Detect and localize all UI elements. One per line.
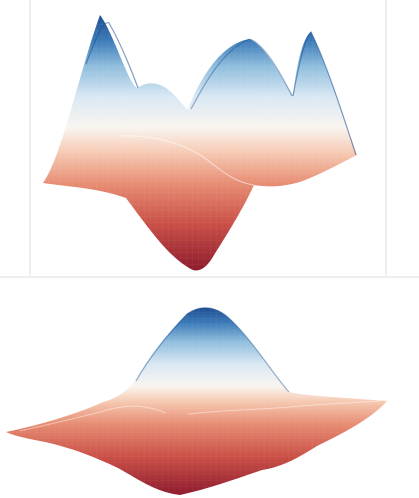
bottom-surface-ridge-left xyxy=(19,405,167,432)
top-surface-midline xyxy=(119,135,255,186)
top-surface-panel xyxy=(0,0,419,278)
top-surface-left-ridge xyxy=(85,22,139,89)
top-surface-center-ridge xyxy=(190,38,293,110)
bottom-surface-mesh-overlay xyxy=(6,307,387,495)
bottom-surface-panel xyxy=(6,307,387,495)
bottom-surface-ridge-right xyxy=(187,400,381,415)
top-surface-mesh-overlay xyxy=(43,15,357,271)
bottom-surface-peak-outline xyxy=(135,307,290,393)
top-surface-right-ridge xyxy=(292,30,357,156)
